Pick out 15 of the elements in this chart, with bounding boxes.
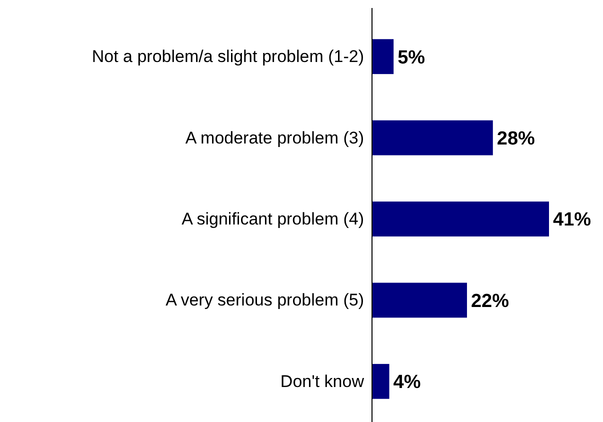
data-label: 28% <box>496 128 536 150</box>
y-tick-label: A very serious problem (5) <box>166 290 364 310</box>
bar <box>372 364 390 399</box>
data-label: 22% <box>470 290 510 312</box>
y-tick-label: Don't know <box>280 372 365 391</box>
data-label: 5% <box>398 47 426 68</box>
bar <box>372 39 394 74</box>
data-label: 4% <box>393 372 421 394</box>
bar <box>372 202 549 236</box>
y-tick-label: A significant problem (4) <box>182 209 364 228</box>
bar <box>372 120 493 156</box>
data-label: 41% <box>553 210 592 231</box>
bar <box>372 282 467 318</box>
y-tick-label: A moderate problem (3) <box>185 128 364 148</box>
y-tick-label: Not a problem/a slight problem (1-2) <box>92 47 364 66</box>
